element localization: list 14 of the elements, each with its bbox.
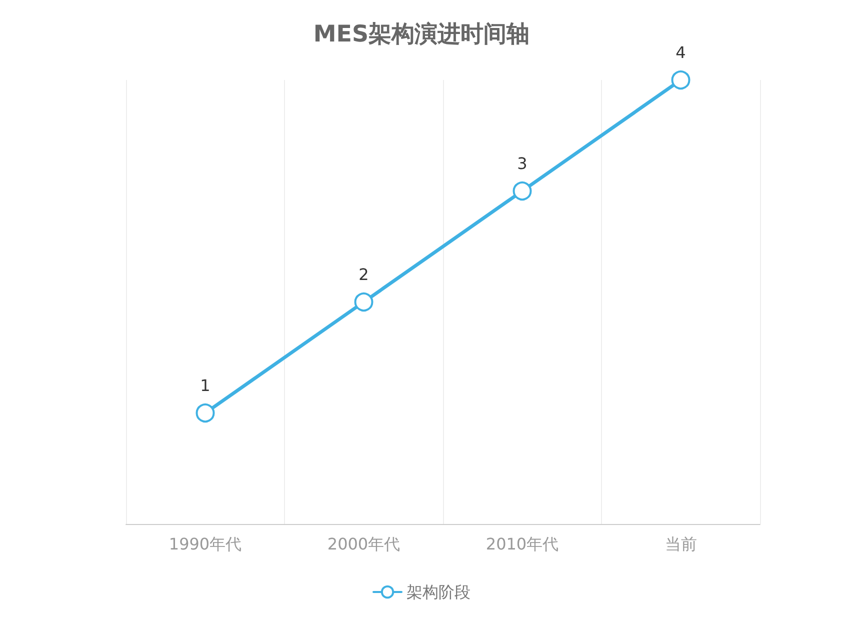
- x-tick-label: 1990年代: [168, 534, 242, 554]
- data-label: 3: [517, 154, 528, 173]
- data-label: 2: [358, 265, 369, 284]
- point: [512, 182, 532, 200]
- point: [354, 292, 374, 312]
- x-tick-label: 2000年代: [327, 534, 400, 554]
- chart-title: MES架构演进时间轴: [313, 22, 530, 48]
- point: [671, 70, 690, 90]
- data-label: 1: [200, 376, 210, 395]
- x-tick-label: 2010年代: [486, 534, 559, 554]
- legend-label: 架构阶段: [406, 582, 470, 602]
- data-label: 4: [676, 43, 686, 62]
- point: [196, 404, 215, 422]
- x-tick-label: 当前: [664, 534, 697, 554]
